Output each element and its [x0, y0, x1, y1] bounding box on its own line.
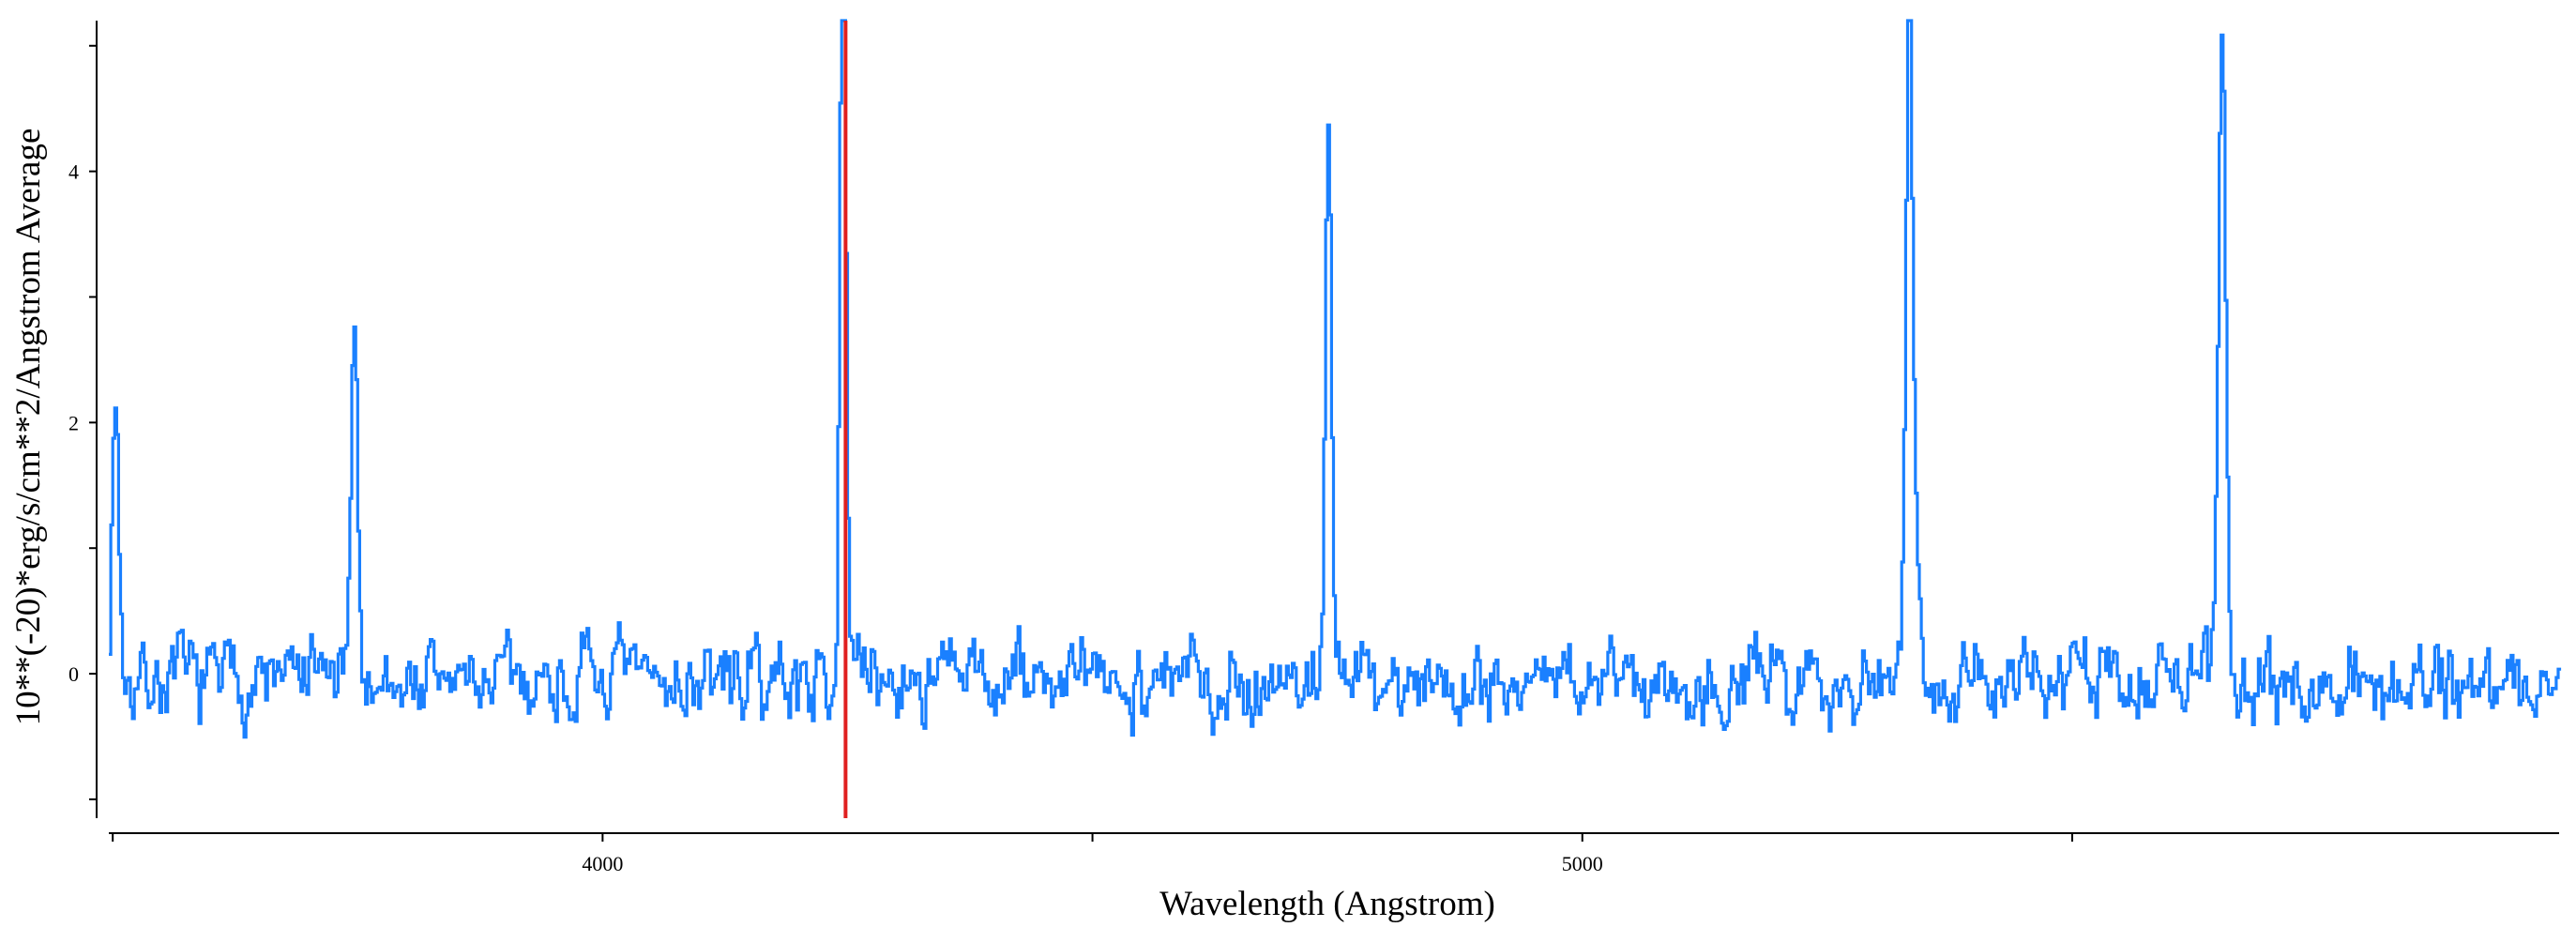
y-tick-label: 4	[68, 160, 79, 184]
x-axis-label: Wavelength (Angstrom)	[1159, 885, 1495, 923]
y-axis-label: 10**(-20)*erg/s/cm**2/Angstrom Average	[9, 129, 48, 726]
x-tick-label: 5000	[1562, 852, 1603, 875]
y-tick-label: 0	[68, 662, 79, 686]
x-tick-label: 4000	[582, 852, 623, 875]
x-ticks: 4000 5000	[112, 833, 2073, 875]
y-tick-label: 2	[68, 411, 79, 434]
y-axis: 0 2 4	[68, 21, 98, 818]
plot-area	[109, 19, 2562, 818]
x-axis: 4000 5000	[109, 832, 2559, 875]
spectrum-series-line	[109, 19, 2562, 739]
y-ticks: 0 2 4	[68, 44, 97, 800]
